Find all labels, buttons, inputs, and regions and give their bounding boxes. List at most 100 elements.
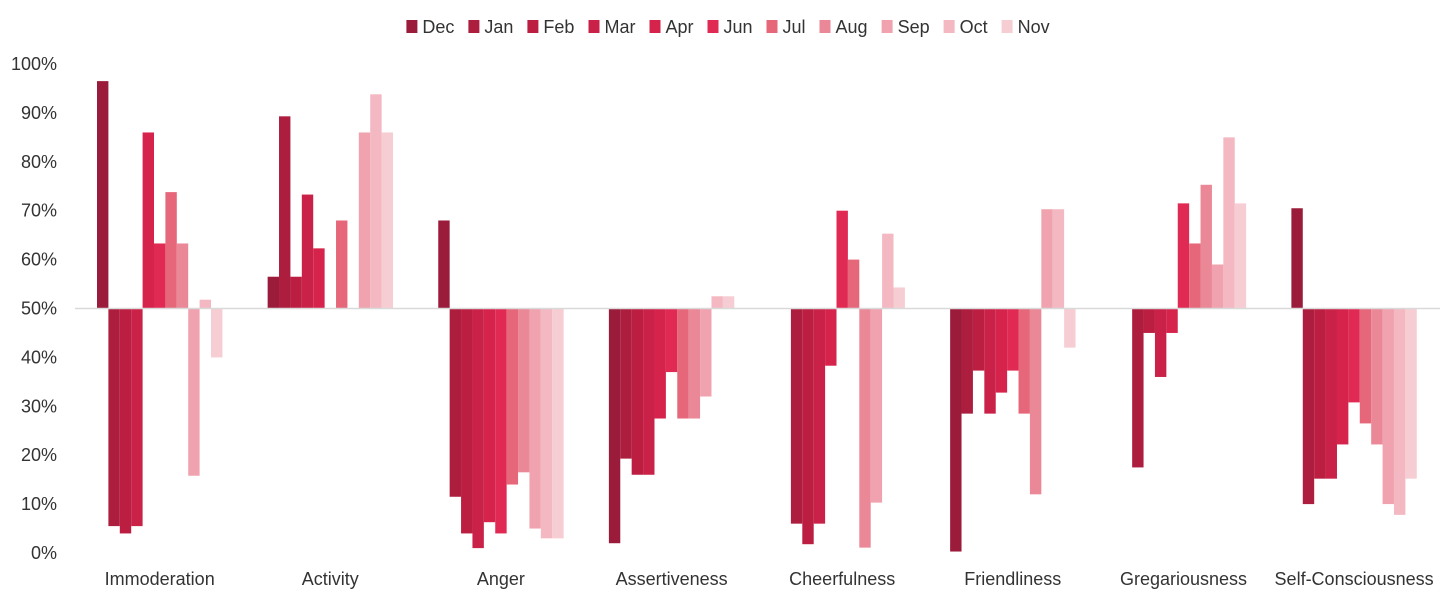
bar-dec-friendliness — [950, 308, 962, 552]
y-tick-label: 40% — [21, 347, 57, 367]
bar-apr-assertiveness — [654, 308, 666, 419]
bar-sep-activity — [358, 132, 371, 309]
bar-jul-friendliness — [1018, 308, 1030, 414]
legend-swatch — [943, 20, 955, 33]
bar-aug-self-consciousness — [1371, 308, 1383, 445]
bar-dec-self-consciousness — [1291, 208, 1303, 309]
bar-jul-assertiveness — [677, 308, 689, 419]
legend: Dec Jan Feb Mar Apr Jun Jul Aug Sep Oct Nov — [406, 17, 1050, 37]
bar-dec-activity — [267, 276, 280, 309]
bar-sep-cheerfulness — [870, 308, 883, 503]
legend-swatch — [649, 20, 661, 33]
x-category-label: Friendliness — [964, 569, 1061, 589]
bar-mar-activity — [301, 194, 314, 309]
bar-feb-cheerfulness — [802, 308, 814, 545]
bar-jul-immoderation — [165, 192, 177, 309]
bar-nov-cheerfulness — [893, 287, 905, 309]
legend-item-dec: Dec — [406, 17, 454, 37]
legend-label: Dec — [422, 17, 454, 37]
bar-oct-assertiveness — [711, 296, 723, 309]
bar-nov-immoderation — [211, 308, 223, 358]
bar-jan-assertiveness — [620, 308, 632, 459]
bar-nov-friendliness — [1064, 308, 1076, 348]
bar-jan-anger — [449, 308, 462, 497]
bar-nov-assertiveness — [722, 296, 735, 309]
legend-item-jul: Jul — [766, 17, 806, 37]
y-tick-label: 70% — [21, 201, 57, 221]
legend-item-sep: Sep — [881, 17, 930, 37]
bar-jun-anger — [495, 308, 507, 534]
bar-oct-cheerfulness — [882, 233, 894, 309]
y-axis: 0% 10% 20% 30% 40% 50% 60% 70% 80% 90% 100% — [11, 54, 57, 563]
bar-feb-gregariousness — [1143, 308, 1155, 333]
bar-sep-assertiveness — [700, 308, 712, 397]
bar-apr-friendliness — [995, 308, 1008, 393]
bar-mar-friendliness — [984, 308, 996, 414]
bar-jan-self-consciousness — [1302, 308, 1315, 505]
legend-label: Oct — [960, 17, 988, 37]
legend-swatch — [819, 20, 831, 33]
bar-jun-immoderation — [154, 243, 166, 309]
bar-oct-gregariousness — [1223, 137, 1235, 309]
bars — [97, 81, 1417, 552]
legend-swatch — [766, 20, 778, 33]
y-tick-label: 30% — [21, 396, 57, 416]
bar-jan-immoderation — [108, 308, 120, 527]
legend-label: Nov — [1018, 17, 1050, 37]
legend-item-jan: Jan — [468, 17, 513, 37]
y-tick-label: 60% — [21, 250, 57, 270]
legend-label: Jan — [484, 17, 513, 37]
bar-nov-activity — [381, 132, 394, 309]
legend-swatch — [707, 20, 719, 33]
bar-mar-gregariousness — [1154, 308, 1167, 377]
y-tick-label: 80% — [21, 152, 57, 172]
legend-label: Apr — [666, 17, 694, 37]
y-tick-label: 0% — [31, 543, 57, 563]
bar-aug-assertiveness — [688, 308, 701, 419]
bar-apr-activity — [313, 248, 325, 309]
bar-apr-self-consciousness — [1336, 308, 1349, 445]
bar-nov-anger — [552, 308, 564, 539]
bar-mar-assertiveness — [643, 308, 655, 475]
x-category-label: Immoderation — [105, 569, 215, 589]
legend-label: Aug — [836, 17, 868, 37]
bar-jan-friendliness — [961, 308, 973, 414]
legend-item-mar: Mar — [588, 17, 636, 37]
bar-oct-self-consciousness — [1393, 308, 1406, 515]
legend-label: Jun — [724, 17, 753, 37]
legend-label: Jul — [783, 17, 806, 37]
bar-feb-assertiveness — [631, 308, 644, 475]
bar-mar-cheerfulness — [813, 308, 826, 524]
bar-feb-activity — [290, 276, 302, 309]
bar-apr-gregariousness — [1166, 308, 1178, 333]
bar-aug-cheerfulness — [859, 308, 871, 548]
bar-dec-assertiveness — [608, 308, 621, 544]
bar-sep-gregariousness — [1211, 264, 1224, 309]
legend-label: Feb — [543, 17, 574, 37]
legend-label: Sep — [898, 17, 930, 37]
y-tick-label: 50% — [21, 299, 57, 319]
bar-sep-friendliness — [1041, 209, 1053, 309]
bar-sep-anger — [529, 308, 541, 529]
x-category-label: Activity — [302, 569, 359, 589]
x-category-label: Gregariousness — [1120, 569, 1247, 589]
bar-feb-self-consciousness — [1314, 308, 1326, 479]
bar-nov-self-consciousness — [1405, 308, 1417, 479]
legend-item-nov: Nov — [1001, 17, 1050, 37]
legend-swatch — [1001, 20, 1013, 33]
bar-jun-cheerfulness — [836, 210, 848, 309]
bar-feb-friendliness — [972, 308, 985, 371]
bar-feb-immoderation — [119, 308, 132, 534]
bar-jan-gregariousness — [1132, 308, 1144, 468]
bar-apr-immoderation — [142, 132, 154, 309]
legend-swatch — [527, 20, 539, 33]
bar-apr-cheerfulness — [825, 308, 837, 366]
legend-swatch — [588, 20, 600, 33]
bar-sep-immoderation — [188, 308, 200, 476]
bar-aug-friendliness — [1029, 308, 1042, 495]
bar-aug-anger — [518, 308, 530, 473]
bar-oct-friendliness — [1052, 209, 1065, 309]
y-tick-label: 10% — [21, 494, 57, 514]
bar-jul-anger — [506, 308, 519, 485]
